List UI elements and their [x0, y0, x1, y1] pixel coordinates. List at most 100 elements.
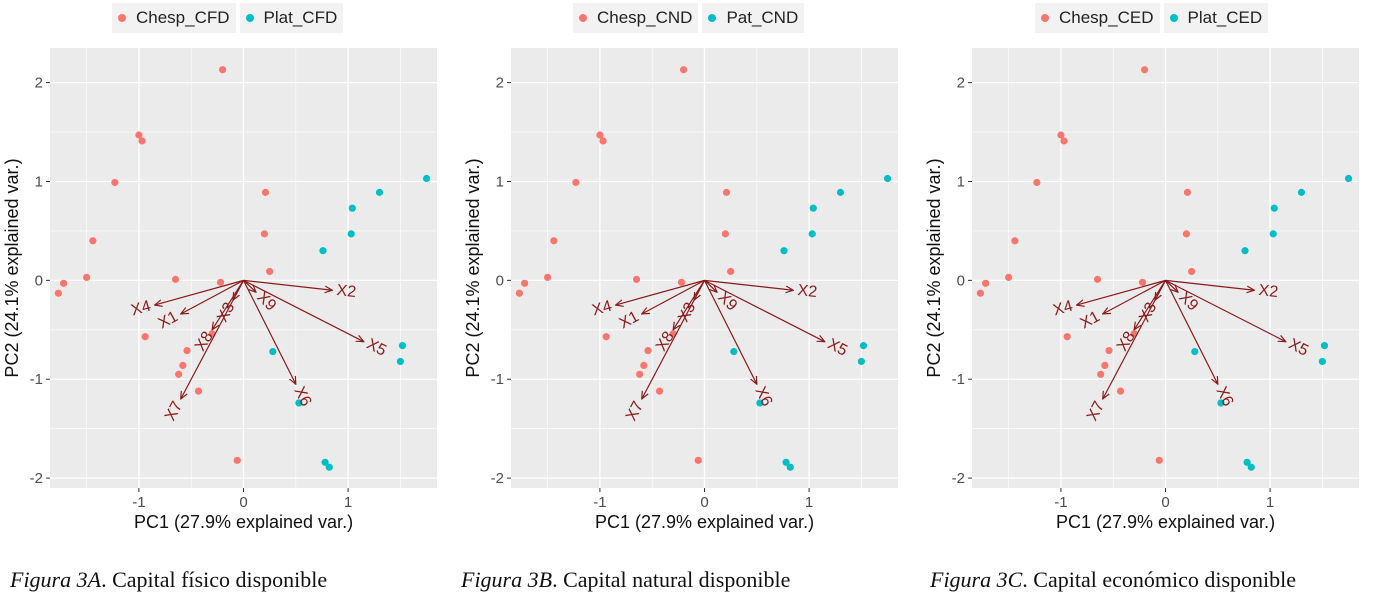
legend: Chesp_CND Pat_CND: [573, 3, 808, 33]
data-point: [1318, 357, 1326, 366]
y-tick-label: -1: [952, 371, 965, 388]
data-point: [1063, 333, 1071, 341]
data-point: [644, 346, 652, 355]
data-point: [520, 279, 529, 287]
data-point: [216, 278, 225, 286]
y-tick-label: 1: [957, 173, 965, 190]
y-tick-label: -1: [30, 371, 43, 388]
loading-arrow: [1077, 279, 1166, 305]
loading-arrow: [1134, 280, 1167, 329]
biplot-chart: -1 0 1 -2 -1 0 1 2 PC1 (27.9% explained var.) PC2…: [463, 48, 898, 532]
data-point: [782, 458, 790, 466]
biplot-chart: -1 0 1 -2 -1 0 1 2 PC1 (27.9% explained var.) PC2…: [924, 48, 1359, 532]
y-tick-label: 1: [496, 173, 504, 190]
data-point: [179, 361, 187, 369]
legend-marker-group1: [1041, 14, 1049, 22]
data-point: [348, 204, 356, 212]
data-point: [722, 188, 731, 196]
y-tick-label: -2: [952, 470, 965, 487]
data-point: [756, 399, 764, 407]
data-point: [83, 273, 91, 281]
caption-text: . Capital físico disponible: [101, 567, 328, 592]
loading-label: X2: [336, 282, 357, 301]
x-tick-label: 1: [344, 494, 352, 511]
y-axis-title: PC2 (24.1% explained var.): [924, 158, 944, 377]
data-point: [1269, 230, 1277, 238]
loading-arrow: [703, 280, 757, 384]
legend-label: Chesp_CND: [597, 8, 693, 27]
loading-arrow: [155, 279, 244, 305]
figure-caption: Figura 3B. Capital natural disponible: [461, 567, 790, 593]
y-tick-label: 1: [35, 173, 43, 190]
caption-label: Figura 3B: [461, 567, 553, 592]
data-point: [655, 387, 664, 395]
legend-marker-group1: [118, 14, 126, 22]
data-point: [1116, 387, 1125, 395]
data-point: [550, 237, 558, 245]
data-point: [1101, 361, 1109, 369]
loading-arrow: [243, 279, 257, 292]
y-tick-label: 0: [957, 272, 965, 289]
legend-label: Pat_CND: [726, 8, 799, 27]
x-tick-label: -1: [1054, 494, 1067, 511]
data-point: [1155, 456, 1163, 464]
caption-text: . Capital natural disponible: [552, 567, 791, 592]
x-tick-label: 1: [805, 494, 813, 511]
loading-arrow: [704, 279, 825, 341]
data-point: [233, 456, 241, 464]
data-point: [138, 137, 146, 145]
data-point: [1060, 137, 1068, 145]
loading-arrow: [616, 279, 705, 305]
loading-label: X2: [1258, 282, 1279, 301]
data-point: [515, 289, 523, 297]
legend-label: Plat_CED: [1187, 8, 1263, 27]
data-point: [694, 456, 702, 464]
data-point: [135, 131, 143, 139]
data-point: [1320, 342, 1329, 350]
legend-item-group1: Chesp_CFD: [112, 3, 236, 33]
data-point: [602, 333, 610, 341]
data-point: [1093, 275, 1102, 283]
figure-panel-c: Chesp_CED Plat_CED -1 0 1 -2 -1 0 1 2 PC1 (27.9%…: [922, 0, 1383, 600]
loading-arrow: [1103, 279, 1166, 314]
x-axis-title: PC1 (27.9% explained var.): [1056, 512, 1275, 532]
legend-label: Chesp_CFD: [136, 8, 230, 27]
data-point: [632, 275, 641, 283]
data-point: [1188, 267, 1196, 276]
data-point: [859, 342, 868, 350]
loading-arrow: [181, 279, 244, 314]
legend-item-group2: Plat_CFD: [239, 3, 344, 33]
biplot-chart: -1 0 1 -2 -1 0 1 2 PC1 (27.9% explained var.) PC2…: [2, 48, 437, 532]
data-point: [111, 178, 119, 187]
y-tick-label: 0: [496, 272, 504, 289]
data-point: [396, 357, 404, 366]
data-point: [375, 188, 384, 196]
data-point: [1005, 273, 1013, 281]
data-point: [1297, 188, 1306, 196]
legend: Chesp_CED Plat_CED: [1035, 3, 1272, 33]
data-point: [809, 204, 817, 212]
data-point: [786, 463, 794, 471]
data-point: [325, 463, 333, 471]
data-point: [1183, 188, 1192, 196]
y-tick-label: -2: [30, 470, 43, 487]
legend-marker-group2: [1169, 14, 1178, 22]
legend-item-group2: Pat_CND: [702, 3, 805, 33]
y-axis-title: PC2 (24.1% explained var.): [463, 158, 483, 377]
data-point: [636, 370, 644, 378]
figure-caption: Figura 3A. Capital físico disponible: [10, 567, 327, 593]
caption-label: Figura 3A: [10, 567, 102, 592]
loading-arrow: [642, 279, 705, 314]
data-point: [679, 66, 688, 74]
legend-marker-group2: [245, 14, 254, 22]
legend-item-group1: Chesp_CED: [1035, 3, 1160, 33]
y-tick-label: 2: [496, 75, 504, 92]
legend-item-group2: Plat_CED: [1163, 3, 1269, 33]
legend-label: Plat_CFD: [263, 8, 338, 27]
caption-text: . Capital económico disponible: [1022, 567, 1297, 592]
y-axis-title: PC2 (24.1% explained var.): [2, 158, 22, 377]
data-point: [422, 174, 431, 183]
data-point: [218, 66, 227, 74]
legend: Chesp_CFD Plat_CFD: [112, 3, 347, 33]
loading-label: X4: [129, 298, 153, 320]
